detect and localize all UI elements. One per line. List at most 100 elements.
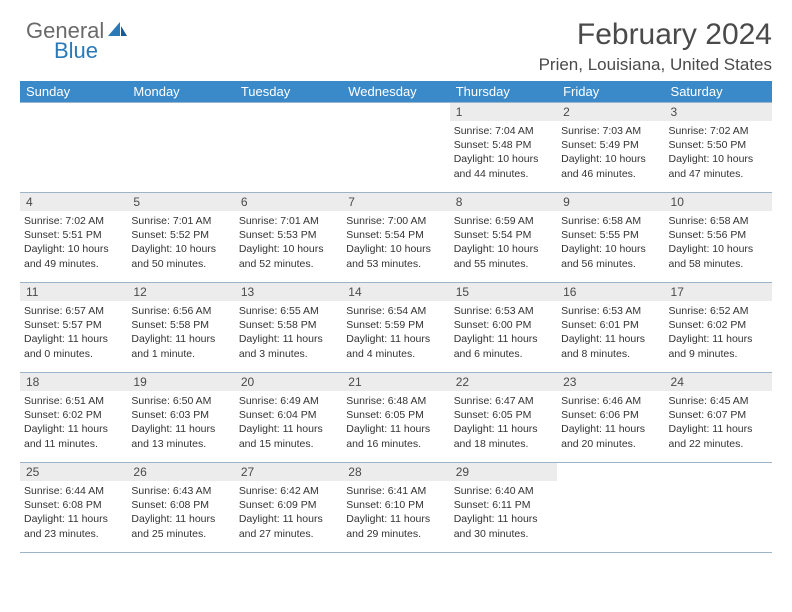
daylight-line1: Daylight: 11 hours [131,512,230,526]
sunrise-text: Sunrise: 6:47 AM [454,394,553,408]
daylight-line1: Daylight: 10 hours [454,152,553,166]
sunrise-text: Sunrise: 7:02 AM [669,124,768,138]
calendar-day-cell: 22Sunrise: 6:47 AMSunset: 6:05 PMDayligh… [450,373,557,463]
sunset-text: Sunset: 5:53 PM [239,228,338,242]
calendar-week-row: 25 Sunrise: 6:44 AMSunset: 6:08 PM Dayligh… [20,463,772,553]
sunset-text: Sunset: 6:04 PM [239,408,338,422]
day-details: Sunrise: 6:57 AMSunset: 5:57 PMDaylight:… [20,301,127,365]
sunset-text: Sunset: 5:49 PM [561,138,660,152]
sunrise-text: Sunrise: 6:51 AM [24,394,123,408]
daylight-line2: and 1 minute. [131,347,230,361]
daylight-line1: Daylight: 11 hours [24,422,123,436]
sunset-text: Sunset: 5:51 PM [24,228,123,242]
logo-text-blue: Blue [54,38,98,64]
sunrise-text: Sunrise: 6:45 AM [669,394,768,408]
day-details: Sunrise: 6:47 AMSunset: 6:05 PMDaylight:… [450,391,557,455]
day-number: 23 [557,373,664,391]
sunset-text: Sunset: 6:11 PM [454,498,553,512]
day-details: Sunrise: 6:48 AMSunset: 6:05 PMDaylight:… [342,391,449,455]
sunset-text: Sunset: 6:10 PM [346,498,445,512]
sunrise-text: Sunrise: 6:57 AM [24,304,123,318]
daylight-line2: and 46 minutes. [561,167,660,181]
calendar-day-cell: 16Sunrise: 6:53 AMSunset: 6:01 PMDayligh… [557,283,664,373]
sunset-text: Sunset: 5:54 PM [346,228,445,242]
sunset-text: Sunset: 5:58 PM [239,318,338,332]
calendar-day-cell: 8Sunrise: 6:59 AMSunset: 5:54 PMDaylight… [450,193,557,283]
daylight-line1: Daylight: 10 hours [131,242,230,256]
daylight-line2: and 6 minutes. [454,347,553,361]
daylight-line2: and 30 minutes. [454,527,553,541]
daylight-line1: Daylight: 11 hours [669,332,768,346]
daylight-line1: Daylight: 10 hours [454,242,553,256]
daylight-line2: and 22 minutes. [669,437,768,451]
day-number: 1 [450,103,557,121]
day-details: Sunrise: 6:45 AMSunset: 6:07 PMDaylight:… [665,391,772,455]
calendar-day-cell [557,463,664,553]
day-details: Sunrise: 6:46 AMSunset: 6:06 PMDaylight:… [557,391,664,455]
day-number: 5 [127,193,234,211]
sunrise-text: Sunrise: 6:53 AM [454,304,553,318]
daylight-line1: Daylight: 11 hours [454,422,553,436]
weekday-header: Wednesday [342,81,449,103]
day-details: Sunrise: 6:53 AMSunset: 6:01 PMDaylight:… [557,301,664,365]
calendar-week-row: 4Sunrise: 7:02 AMSunset: 5:51 PMDaylight… [20,193,772,283]
calendar-day-cell: 23Sunrise: 6:46 AMSunset: 6:06 PMDayligh… [557,373,664,463]
sunset-text: Sunset: 5:56 PM [669,228,768,242]
daylight-line2: and 18 minutes. [454,437,553,451]
calendar-day-cell: 3Sunrise: 7:02 AMSunset: 5:50 PMDaylight… [665,103,772,193]
calendar-body: 1Sunrise: 7:04 AMSunset: 5:48 PMDaylight… [20,103,772,553]
calendar-day-cell: 19Sunrise: 6:50 AMSunset: 6:03 PMDayligh… [127,373,234,463]
day-number: 7 [342,193,449,211]
day-number: 15 [450,283,557,301]
weekday-header: Tuesday [235,81,342,103]
calendar-day-cell: 10Sunrise: 6:58 AMSunset: 5:56 PMDayligh… [665,193,772,283]
daylight-line2: and 0 minutes. [24,347,123,361]
calendar-day-cell [20,103,127,193]
weekday-header: Monday [127,81,234,103]
daylight-line1: Daylight: 10 hours [346,242,445,256]
day-details: Sunrise: 6:43 AMSunset: 6:08 PMDaylight:… [127,481,234,545]
weekday-header: Thursday [450,81,557,103]
sunset-text: Sunset: 6:02 PM [24,408,123,422]
sunset-text: Sunset: 5:54 PM [454,228,553,242]
daylight-line2: and 52 minutes. [239,257,338,271]
sunrise-text: Sunrise: 6:42 AM [239,484,338,498]
sunset-text: Sunset: 6:01 PM [561,318,660,332]
daylight-line1: Daylight: 11 hours [239,332,338,346]
day-details: Sunrise: 6:59 AMSunset: 5:54 PMDaylight:… [450,211,557,275]
daylight-line1: Daylight: 10 hours [24,242,123,256]
daylight-line1: Daylight: 11 hours [131,332,230,346]
day-number: 22 [450,373,557,391]
day-number: 29 [450,463,557,481]
day-number: 12 [127,283,234,301]
sunset-text: Sunset: 6:06 PM [561,408,660,422]
sunrise-text: Sunrise: 6:44 AM [24,484,123,498]
calendar-day-cell: 14Sunrise: 6:54 AMSunset: 5:59 PMDayligh… [342,283,449,373]
title-block: February 2024 Prien, Louisiana, United S… [539,18,772,75]
day-details: Sunrise: 7:04 AMSunset: 5:48 PMDaylight:… [450,121,557,185]
sunrise-text: Sunrise: 7:01 AM [131,214,230,228]
calendar-day-cell: 27Sunrise: 6:42 AMSunset: 6:09 PMDayligh… [235,463,342,553]
sunrise-text: Sunrise: 6:46 AM [561,394,660,408]
sunset-text: Sunset: 6:02 PM [669,318,768,332]
daylight-line2: and 3 minutes. [239,347,338,361]
calendar-day-cell: 17Sunrise: 6:52 AMSunset: 6:02 PMDayligh… [665,283,772,373]
daylight-line2: and 47 minutes. [669,167,768,181]
day-details: Sunrise: 6:58 AMSunset: 5:56 PMDaylight:… [665,211,772,275]
daylight-line2: and 58 minutes. [669,257,768,271]
daylight-line2: and 29 minutes. [346,527,445,541]
sunset-text: Sunset: 5:57 PM [24,318,123,332]
weekday-header: Saturday [665,81,772,103]
calendar-week-row: 1Sunrise: 7:04 AMSunset: 5:48 PMDaylight… [20,103,772,193]
day-number: 25 [20,463,127,481]
daylight-line2: and 20 minutes. [561,437,660,451]
sunset-text: Sunset: 5:59 PM [346,318,445,332]
sunset-text: Sunset: 5:48 PM [454,138,553,152]
daylight-line2: and 13 minutes. [131,437,230,451]
day-details: Sunrise: 6:40 AMSunset: 6:11 PMDaylight:… [450,481,557,545]
sunset-text: Sunset: 6:08 PM [24,498,123,512]
sunset-text: Sunset: 5:58 PM [131,318,230,332]
daylight-line1: Daylight: 11 hours [454,512,553,526]
sunrise-text: Sunrise: 6:50 AM [131,394,230,408]
daylight-line1: Daylight: 10 hours [239,242,338,256]
